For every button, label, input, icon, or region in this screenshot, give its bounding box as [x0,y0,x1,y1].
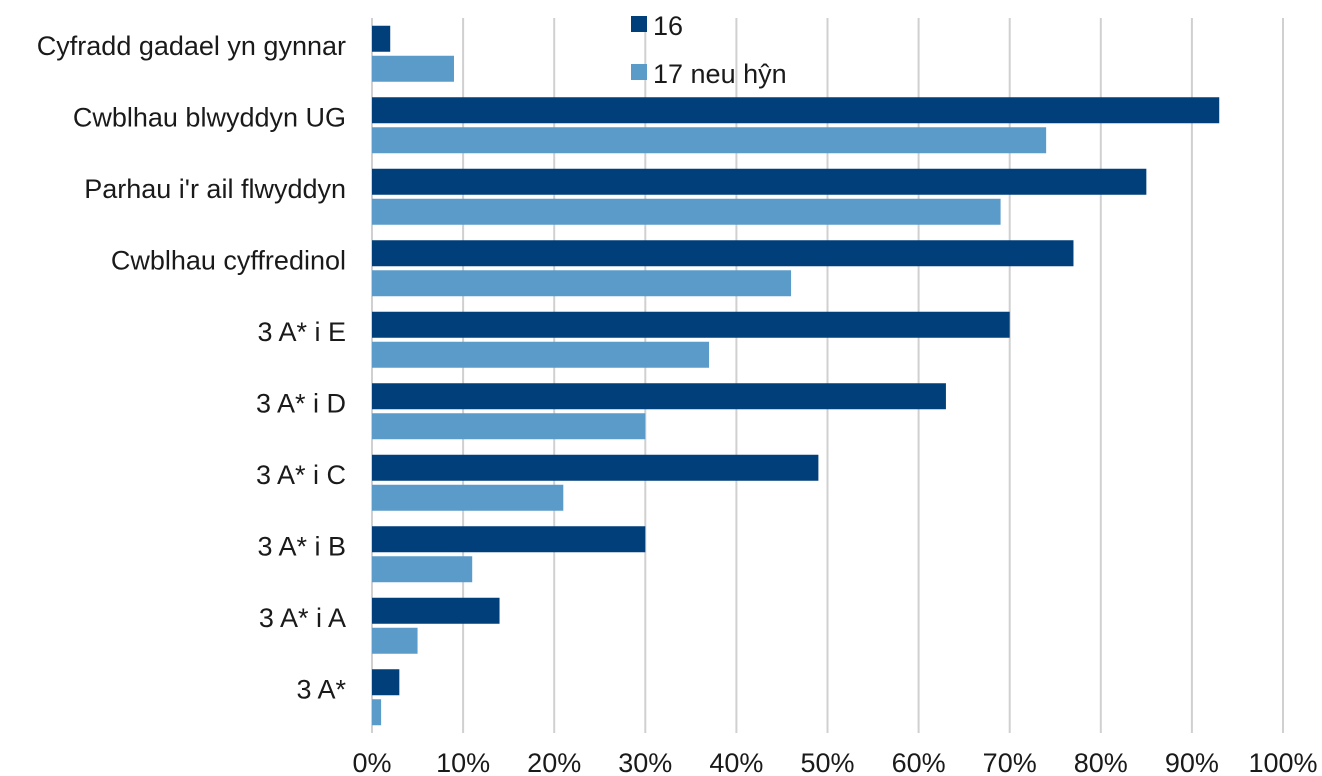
category-label: 3 A* i E [257,317,346,347]
legend-swatch-17-neu-hyn [631,64,647,80]
bar-cyfradd-gadael-yn-gynnar-17-neu-hyn [372,55,454,82]
category-label: 3 A* [296,674,346,704]
category-label: 3 A* i B [257,531,346,561]
bar-3-a-16 [372,669,400,696]
x-tick-label: 40% [709,748,763,776]
legend-label-17-neu-hyn: 17 neu hŷn [653,59,787,89]
bar-3-a-17-neu-hyn [372,699,382,726]
x-axis-tick-labels: 0% 10% 20% 30% 40% 50% 60% 70% 80% 90% 100% [352,748,1317,776]
bar-3-a-i-d-17-neu-hyn [372,413,646,440]
x-tick-label: 100% [1248,748,1317,776]
category-label: 3 A* i C [256,460,346,490]
x-tick-label: 0% [352,748,391,776]
bar-cwblhau-blwyddyn-ug-16 [372,97,1220,124]
legend-label-16: 16 [653,11,683,41]
bar-parhau-i-r-ail-flwyddyn-17-neu-hyn [372,198,1001,225]
bar-cwblhau-cyffredinol-17-neu-hyn [372,270,792,297]
x-tick-label: 70% [983,748,1037,776]
bar-3-a-i-e-16 [372,311,1010,338]
x-tick-label: 20% [527,748,581,776]
category-label: Cyfradd gadael yn gynnar [37,31,346,61]
bar-cwblhau-blwyddyn-ug-17-neu-hyn [372,127,1047,154]
x-tick-label: 90% [1165,748,1219,776]
bar-3-a-i-b-16 [372,526,646,553]
category-label: Cwblhau cyffredinol [111,245,346,275]
x-tick-label: 10% [436,748,490,776]
gridlines [371,18,1284,733]
legend-swatch-16 [631,16,647,32]
bar-3-a-i-b-17-neu-hyn [372,556,473,583]
bar-3-a-i-c-17-neu-hyn [372,484,564,511]
x-tick-label: 50% [800,748,854,776]
category-label: 3 A* i A [259,603,346,633]
category-label: 3 A* i D [256,388,346,418]
bars [372,25,1220,726]
bar-3-a-i-a-17-neu-hyn [372,627,418,654]
category-label: Cwblhau blwyddyn UG [73,102,346,132]
legend: 16 17 neu hŷn [631,11,787,89]
bar-parhau-i-r-ail-flwyddyn-16 [372,168,1147,195]
bar-cyfradd-gadael-yn-gynnar-16 [372,25,391,52]
category-label: Parhau i'r ail flwyddyn [84,174,346,204]
bar-3-a-i-e-17-neu-hyn [372,341,710,368]
bar-cwblhau-cyffredinol-16 [372,240,1074,267]
bar-3-a-i-d-16 [372,383,946,410]
bar-3-a-i-a-16 [372,597,500,624]
x-tick-label: 60% [892,748,946,776]
category-labels: Cyfradd gadael yn gynnar Cwblhau blwyddyn… [37,31,347,705]
bar-3-a-i-c-16 [372,454,819,481]
x-tick-label: 80% [1074,748,1128,776]
x-tick-label: 30% [618,748,672,776]
